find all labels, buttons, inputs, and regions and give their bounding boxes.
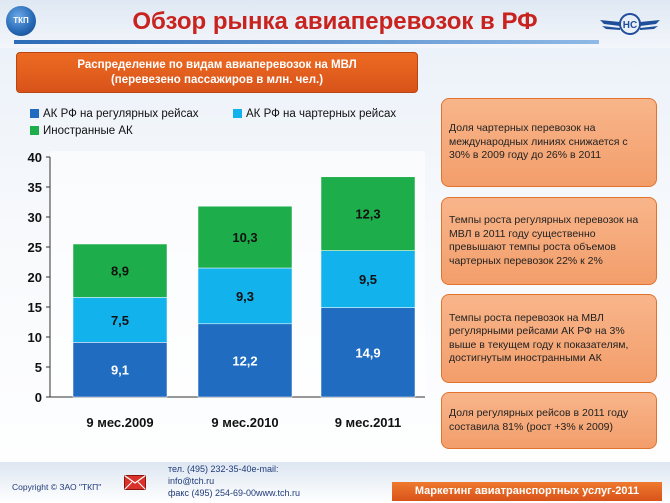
stacked-bar-chart: АК РФ на регулярных рейсах АК РФ на чарте… [28,108,425,430]
x-tick-label: 9 мес.2011 [335,415,402,430]
data-label: 10,3 [232,230,257,245]
note-text: Темпы роста перевозок на МВЛ регулярными… [449,311,629,365]
bar-segment [72,243,168,298]
y-tick-label: 20 [28,270,42,285]
y-tick-label: 0 [35,390,42,405]
note-charter-share: Доля чартерных перевозок на международны… [441,98,657,187]
y-tick-label: 10 [28,330,42,345]
data-label: 8,9 [111,264,129,279]
note-text: Доля чартерных перевозок на международны… [449,122,628,162]
data-label: 12,3 [355,207,380,222]
x-tick-label: 9 мес.2010 [211,415,278,430]
y-tick-label: 5 [35,360,42,375]
chart-subtitle-box: Распределение по видам авиаперевозок на … [16,52,418,93]
legend-label: Иностранные АК [43,125,133,137]
data-label: 12,2 [232,353,257,368]
contact-phone-email: тел. (495) 232-35-40e-mail: [168,464,279,474]
y-tick-label: 25 [28,240,42,255]
company-logo: ТКП [6,6,36,36]
bar-segment [320,176,416,251]
bar-segment [320,307,416,398]
legend-label: АК РФ на регулярных рейсах [43,108,199,120]
x-tick-label: 9 мес.2009 [86,415,153,430]
note-regular-share: Доля регулярных рейсов в 2011 году соста… [441,392,657,449]
contact-fax-web: факс (495) 254-69-00www.tch.ru [168,488,301,498]
envelope-icon[interactable] [124,475,146,490]
winged-emblem-icon: НС [600,13,660,35]
y-tick-label: 30 [28,210,42,225]
legend-swatch [30,109,39,118]
contact-info: тел. (495) 232-35-40e-mail: info@tch.ru … [168,463,343,499]
subtitle-line-1: Распределение по видам авиаперевозок на … [77,58,357,71]
data-label: 9,1 [111,363,129,378]
bar-segment [72,342,168,398]
y-tick-label: 35 [28,180,42,195]
marketing-banner: Маркетинг авиатранспортных услуг-2011 [392,482,662,501]
svg-text:НС: НС [623,20,637,31]
y-tick-label: 15 [28,300,42,315]
contact-email-link[interactable]: info@tch.ru [168,476,215,486]
note-text: Темпы роста регулярных перевозок на МВЛ … [449,214,639,267]
note-domestic-vs-foreign: Темпы роста перевозок на МВЛ регулярными… [441,294,657,383]
bar-segment [72,297,168,343]
page-title: Обзор рынка авиаперевозок в РФ [132,8,538,35]
copyright-text: Copyright © ЗАО "ТКП" [12,482,102,492]
subtitle-line-2: (перевезено пассажиров в млн. чел.) [110,73,324,86]
bar-segment [197,267,293,325]
data-label: 14,9 [355,345,380,360]
legend-swatch [233,109,242,118]
data-label: 9,3 [236,289,254,304]
bar-segment [197,205,293,269]
bar-segment [320,250,416,308]
bar-segment [197,323,293,398]
y-tick-label: 40 [28,150,42,165]
legend-swatch [30,126,39,135]
note-text: Доля регулярных рейсов в 2011 году соста… [449,407,629,433]
legend-label: АК РФ на чартерных рейсах [246,108,396,120]
data-label: 9,5 [359,272,377,287]
note-regular-growth: Темпы роста регулярных перевозок на МВЛ … [441,197,657,285]
data-label: 7,5 [111,313,129,328]
title-underline [14,40,599,44]
